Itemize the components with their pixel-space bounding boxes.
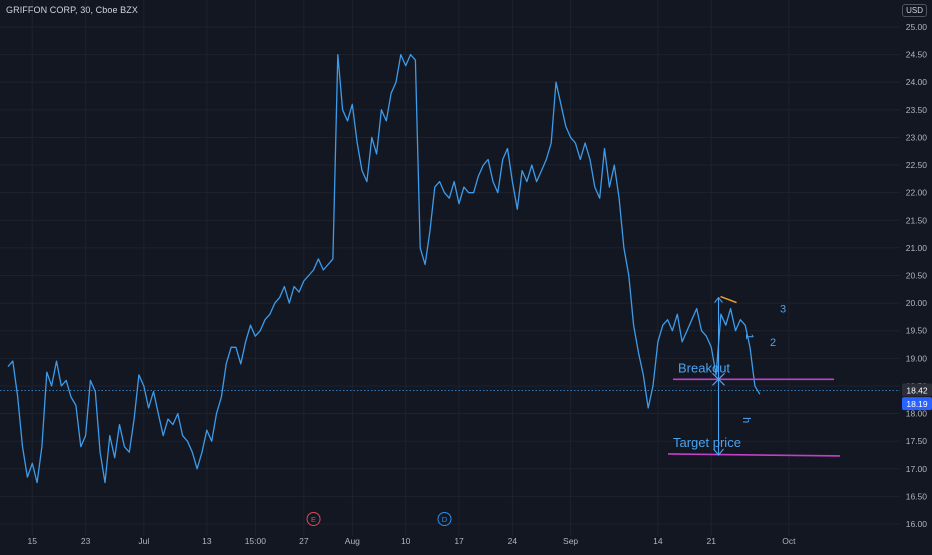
- y-tick-label: 24.50: [906, 50, 928, 60]
- x-tick-label: 10: [401, 536, 411, 546]
- x-tick-label: 23: [81, 536, 91, 546]
- x-tick-label: 17: [454, 536, 464, 546]
- y-tick-label: 22.00: [906, 188, 928, 198]
- x-tick-label: 27: [299, 536, 309, 546]
- time-axis[interactable]: 15 23 Jul 13 15:00 27 Aug 10 17 24 Sep 14 21 Oct: [28, 536, 797, 546]
- y-tick-label: 17.00: [906, 464, 928, 474]
- y-tick-label: 20.00: [906, 298, 928, 308]
- wave-label-1: 1: [743, 333, 755, 339]
- wave-label-3: 3: [780, 303, 786, 315]
- x-tick-label: 21: [707, 536, 717, 546]
- price-axis[interactable]: 16.0016.5017.0017.5018.0018.5019.0019.50…: [906, 22, 928, 529]
- x-tick-label: 14: [653, 536, 663, 546]
- x-tick-label: 24: [508, 536, 518, 546]
- x-tick-label: Jul: [138, 536, 149, 546]
- x-tick-label: Aug: [345, 536, 360, 546]
- current-price-badge: 18.19: [902, 397, 932, 411]
- y-tick-label: 21.50: [906, 215, 928, 225]
- wave-label-2: 2: [770, 337, 776, 349]
- arrow-head: [713, 448, 724, 456]
- y-tick-label: 16.00: [906, 519, 928, 529]
- x-tick-label: 15: [28, 536, 38, 546]
- target-price-label: Target price: [673, 435, 741, 450]
- event-marker-label: D: [442, 515, 448, 524]
- event-marker-label: E: [311, 515, 316, 524]
- price-badge-label: 18.42: [906, 385, 928, 395]
- y-tick-label: 25.00: [906, 22, 928, 32]
- y-tick-label: 19.00: [906, 353, 928, 363]
- y-tick-label: 20.50: [906, 271, 928, 281]
- y-tick-label: 24.00: [906, 77, 928, 87]
- currency-badge[interactable]: USD: [902, 4, 927, 17]
- y-tick-label: 16.50: [906, 491, 928, 501]
- y-tick-label: 17.50: [906, 436, 928, 446]
- event-marker-circle: [437, 512, 452, 526]
- y-tick-label: 23.50: [906, 105, 928, 115]
- y-tick-label: 19.50: [906, 326, 928, 336]
- y-tick-label: 22.50: [906, 160, 928, 170]
- dividend-event-marker[interactable]: D: [437, 512, 452, 526]
- target-line[interactable]: [667, 453, 841, 457]
- arrow-head: [714, 296, 723, 303]
- breakout-label: Breakout: [678, 360, 730, 375]
- y-tick-label: 18.00: [906, 409, 928, 419]
- price-badge-bg: [902, 397, 932, 411]
- symbol-title: GRIFFON CORP, 30, Cboe BZX: [6, 5, 138, 15]
- grid-lines: [0, 0, 900, 536]
- y-tick-label: 23.00: [906, 132, 928, 142]
- price-badge-label: 18.19: [906, 399, 928, 409]
- last-price-badge: 18.42: [902, 383, 932, 397]
- resistance-accent-line: [720, 295, 737, 304]
- price-series-line[interactable]: [7, 53, 761, 484]
- height-label: h: [740, 417, 752, 423]
- x-tick-label: Sep: [563, 536, 578, 546]
- x-tick-label: 13: [202, 536, 212, 546]
- breakout-cross-marker: [712, 372, 725, 386]
- pattern-annotations[interactable]: Breakout Target price h 1 2 3: [667, 295, 841, 457]
- event-marker-circle: [306, 512, 321, 526]
- earnings-event-marker[interactable]: E: [306, 512, 321, 526]
- x-tick-label: 15:00: [245, 536, 267, 546]
- price-badge-bg: [902, 383, 932, 397]
- x-tick-label: Oct: [782, 536, 796, 546]
- price-points: [7, 53, 761, 483]
- y-tick-label: 21.00: [906, 243, 928, 253]
